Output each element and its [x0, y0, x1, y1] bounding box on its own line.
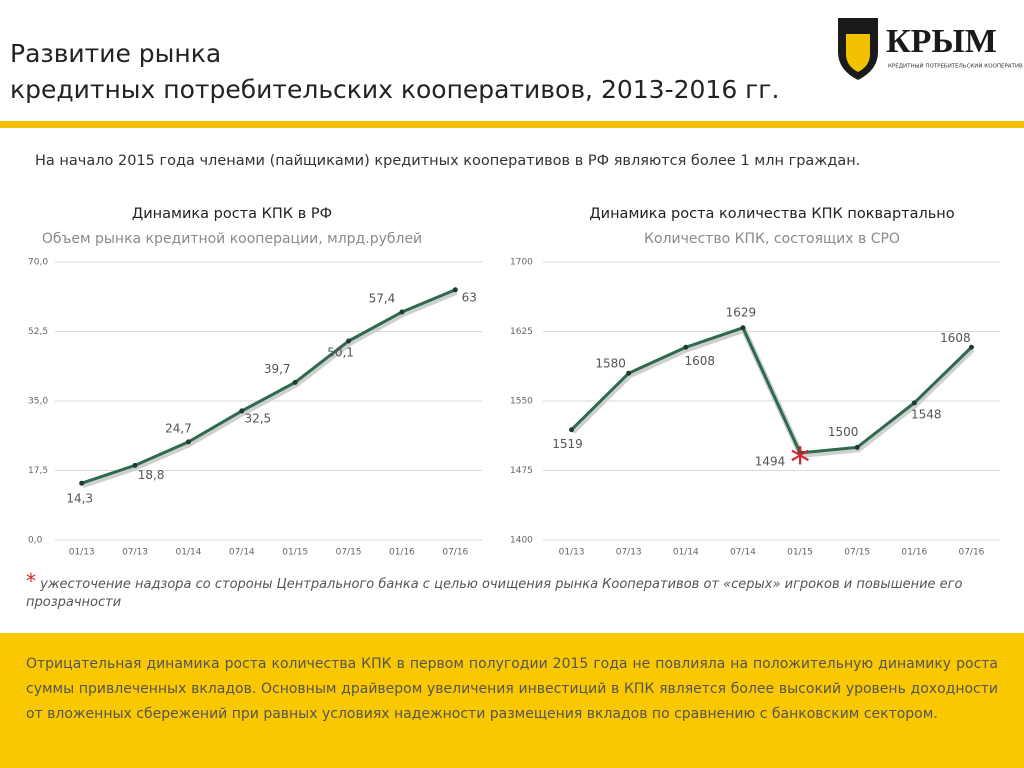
x-tick-label: 07/14 — [730, 548, 756, 558]
x-tick-label: 01/13 — [559, 548, 585, 558]
x-tick-label: 01/16 — [389, 548, 415, 558]
x-tick-label: 07/14 — [229, 548, 255, 558]
point — [797, 450, 803, 456]
line-shadow — [81, 289, 458, 489]
value-label: 1548 — [911, 407, 942, 421]
value-label: 1494 — [755, 454, 786, 468]
header-bar — [0, 121, 1024, 128]
title-line: кредитных потребительских кооперативов, … — [10, 75, 779, 104]
point — [292, 379, 298, 385]
y-tick-label: 35,0 — [28, 397, 48, 407]
x-tick-label: 07/15 — [336, 548, 362, 558]
x-tick-label: 07/13 — [616, 548, 642, 558]
x-tick-label: 07/15 — [844, 548, 870, 558]
y-tick-label: 52,5 — [28, 327, 48, 337]
intro: На начало 2015 года членами (пайщиками) … — [35, 153, 860, 169]
footnote-marker: * — [26, 569, 36, 593]
point — [911, 400, 917, 406]
y-tick-label: 1400 — [510, 536, 533, 546]
value-label: 39,7 — [264, 362, 291, 376]
x-tick-label: 01/15 — [282, 548, 308, 558]
value-label: 14,3 — [66, 492, 93, 506]
point — [79, 480, 85, 486]
title-line: Развитие рынка — [10, 39, 221, 68]
value-label: 18,8 — [138, 468, 165, 482]
chart-title: Динамика роста количества КПК покварталь… — [589, 206, 954, 222]
x-tick-label: 01/14 — [175, 548, 201, 558]
point — [854, 444, 860, 450]
chart-subtitle: Объем рынка кредитной кооперации, млрд.р… — [42, 231, 422, 247]
y-tick-label: 17,5 — [28, 466, 48, 476]
x-tick-label: 01/16 — [901, 548, 927, 558]
summary: Отрицательная динамика роста количества … — [26, 656, 998, 722]
chart-subtitle: Количество КПК, состоящих в СРО — [644, 231, 900, 247]
chart-title: Динамика роста КПК в РФ — [132, 206, 332, 222]
logo-shield-inner — [846, 34, 870, 72]
x-tick-label: 07/16 — [442, 548, 468, 558]
y-tick-label: 1475 — [510, 466, 533, 476]
value-label: 1519 — [552, 437, 583, 451]
summary-box — [0, 633, 1024, 768]
point — [346, 338, 352, 344]
value-label: 1629 — [726, 305, 757, 319]
value-label: 63 — [462, 290, 477, 304]
point — [740, 325, 746, 331]
point — [569, 427, 575, 433]
point — [132, 462, 138, 468]
footnote-text: ужесточение надзора со стороны Центральн… — [26, 577, 963, 610]
value-label: 1608 — [685, 354, 716, 368]
footnote: * ужесточение надзора со стороны Централ… — [26, 569, 1006, 612]
x-tick-label: 01/14 — [673, 548, 699, 558]
x-tick-label: 01/15 — [787, 548, 813, 558]
point — [185, 439, 191, 445]
logo-name: КРЫМ — [886, 23, 997, 60]
y-tick-label: 1625 — [510, 327, 533, 337]
y-tick-label: 70,0 — [28, 258, 48, 268]
point — [683, 344, 689, 350]
annotation: * — [790, 440, 810, 486]
value-label: 32,5 — [244, 411, 271, 425]
series-line — [81, 288, 456, 485]
value-label: 24,7 — [165, 421, 192, 435]
value-label: 50,1 — [327, 346, 354, 360]
value-label: 1580 — [595, 357, 626, 371]
point — [239, 408, 245, 414]
value-label: 1500 — [828, 425, 859, 439]
x-tick-label: 07/13 — [122, 548, 148, 558]
point — [968, 344, 974, 350]
point — [452, 287, 458, 293]
point — [626, 370, 632, 376]
x-tick-label: 01/13 — [69, 548, 95, 558]
y-tick-label: 1550 — [510, 397, 533, 407]
point — [399, 309, 405, 315]
value-label: 1608 — [940, 331, 971, 345]
logo-tagline: КРЕДИТНЫЙ ПОТРЕБИТЕЛЬСКИЙ КООПЕРАТИВ — [888, 63, 1023, 70]
value-label: 57,4 — [369, 292, 396, 306]
series-line — [570, 325, 973, 455]
y-tick-label: 1700 — [510, 258, 533, 268]
y-tick-label: 0,0 — [28, 536, 43, 546]
x-tick-label: 07/16 — [958, 548, 984, 558]
